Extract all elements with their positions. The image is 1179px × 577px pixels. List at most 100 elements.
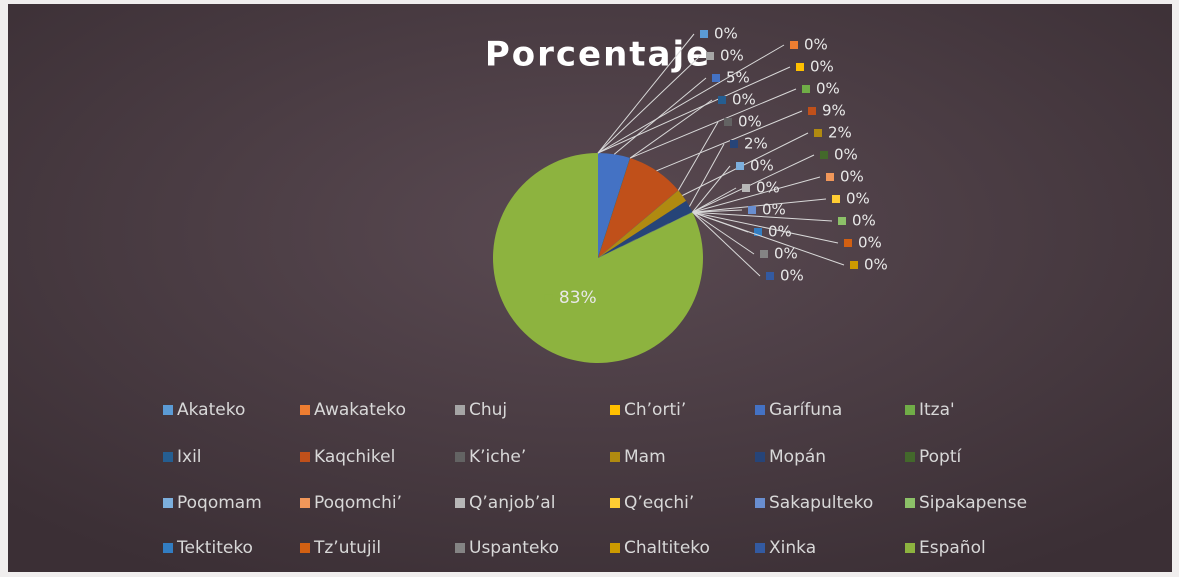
leader-line	[692, 209, 743, 213]
label-key	[766, 272, 774, 280]
label-key	[850, 261, 858, 269]
data-label: 0%	[804, 36, 828, 54]
data-label: 0%	[852, 212, 876, 230]
leader-line	[689, 143, 725, 207]
pie-slice	[597, 212, 693, 259]
legend-key	[905, 543, 915, 553]
data-label: 0%	[834, 146, 858, 164]
label-key	[718, 96, 726, 104]
legend-key	[163, 498, 173, 508]
data-label: 0%	[864, 256, 888, 274]
label-key	[814, 129, 822, 137]
data-label: 0%	[858, 234, 882, 252]
legend-key	[455, 452, 465, 462]
leader-line	[692, 211, 755, 255]
leader-line	[692, 187, 737, 213]
leader-line	[597, 66, 791, 154]
legend-key	[300, 498, 310, 508]
leader-line	[692, 211, 845, 266]
legend-key	[755, 405, 765, 415]
legend-label: Q’anjob’al	[469, 493, 555, 513]
legend-label: Itza'	[919, 400, 955, 420]
label-key	[802, 85, 810, 93]
legend-label: Xinka	[769, 538, 816, 558]
legend-label: Kaqchikel	[314, 447, 395, 467]
label-key	[706, 52, 714, 60]
data-label: 5%	[726, 69, 750, 87]
pie-slice	[598, 200, 693, 258]
data-label: 0%	[846, 190, 870, 208]
data-label: 0%	[816, 80, 840, 98]
legend-key	[455, 405, 465, 415]
legend-key	[610, 498, 620, 508]
data-label: 0%	[714, 25, 738, 43]
legend-key	[163, 405, 173, 415]
pie-slice	[598, 153, 631, 258]
data-label: 0%	[720, 47, 744, 65]
legend-label: Uspanteko	[469, 538, 559, 558]
leader-line	[629, 88, 797, 159]
leader-line	[613, 77, 707, 155]
label-key	[790, 41, 798, 49]
legend-key	[163, 452, 173, 462]
label-key	[808, 107, 816, 115]
legend-label: Sakapulteko	[769, 493, 873, 513]
legend-key	[755, 543, 765, 553]
legend-label: Mopán	[769, 447, 826, 467]
legend-label: Sipakapense	[919, 493, 1027, 513]
legend-label: Tektiteko	[176, 538, 253, 558]
data-label: 0%	[732, 91, 756, 109]
leader-line	[692, 211, 833, 222]
leader-line	[677, 121, 719, 191]
leader-line	[597, 33, 695, 154]
leader-line	[692, 198, 827, 213]
legend-label: Mam	[624, 447, 666, 467]
legend-label: Akateko	[177, 400, 245, 420]
legend-key	[610, 405, 620, 415]
legend-label: Garífuna	[769, 400, 842, 420]
label-key	[754, 228, 762, 236]
legend-key	[455, 543, 465, 553]
label-key	[838, 217, 846, 225]
leader-line	[692, 176, 821, 213]
legend-key	[455, 498, 465, 508]
data-label: 0%	[756, 179, 780, 197]
legend-key	[300, 405, 310, 415]
legend-label: Chuj	[469, 400, 507, 420]
label-key	[736, 162, 744, 170]
data-label: 9%	[822, 102, 846, 120]
data-label: 0%	[780, 267, 804, 285]
legend-key	[163, 543, 173, 553]
label-key	[760, 250, 768, 258]
data-label: 0%	[738, 113, 762, 131]
legend-key	[905, 405, 915, 415]
legend-label: Poqomam	[177, 493, 262, 513]
legend-label: Ch’orti’	[624, 400, 686, 420]
label-key	[832, 195, 840, 203]
data-label: 2%	[744, 135, 768, 153]
data-label: 0%	[768, 223, 792, 241]
legend-key	[905, 498, 915, 508]
data-label: 2%	[828, 124, 852, 142]
label-key	[796, 63, 804, 71]
label-key	[700, 30, 708, 38]
leader-line	[682, 132, 809, 196]
legend-label: Español	[919, 538, 986, 558]
label-key	[730, 140, 738, 148]
chart-title: Porcentaje	[485, 35, 711, 75]
leader-line	[692, 211, 839, 244]
pie-slice	[598, 158, 679, 258]
legend-label: K’iche’	[469, 447, 526, 467]
label-key	[544, 294, 553, 303]
leader-line	[692, 154, 815, 213]
legend-label: Chaltiteko	[624, 538, 710, 558]
legend-label: Awakateko	[314, 400, 406, 420]
legend-key	[610, 452, 620, 462]
data-label: 0%	[762, 201, 786, 219]
legend-key	[755, 452, 765, 462]
label-key	[820, 151, 828, 159]
legend-key	[905, 452, 915, 462]
legend-key	[300, 452, 310, 462]
data-label: 0%	[840, 168, 864, 186]
